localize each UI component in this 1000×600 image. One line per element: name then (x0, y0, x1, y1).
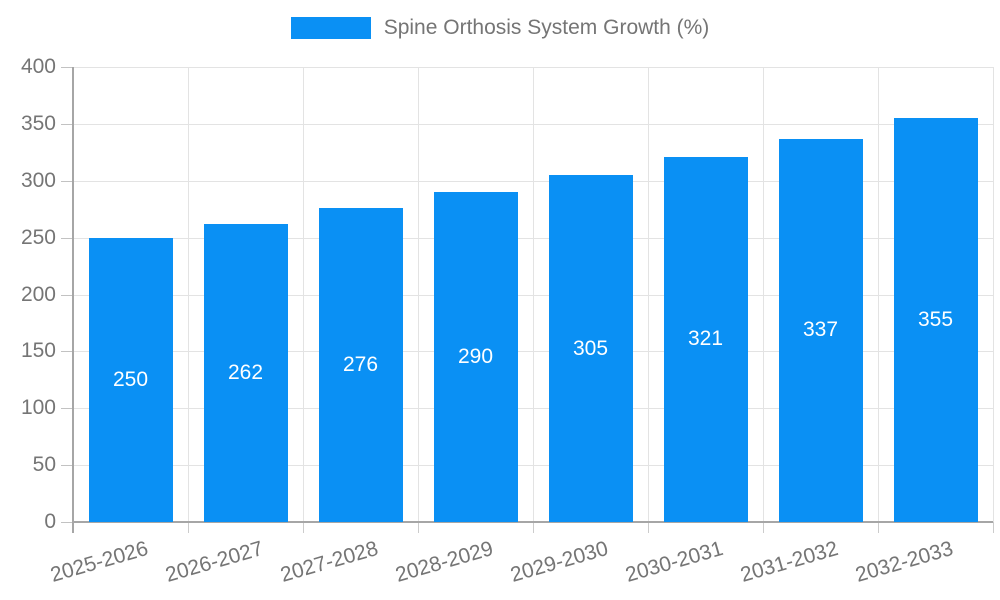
x-axis-tick-label: 2030-2031 (622, 537, 726, 587)
gridline-vertical (648, 67, 649, 522)
bar-2027-2028[interactable] (318, 208, 403, 522)
gridline-vertical (418, 67, 419, 522)
x-axis-tick-label: 2027-2028 (277, 537, 381, 587)
x-axis-tick (763, 522, 764, 533)
y-axis-tick-label: 150 (20, 339, 56, 363)
gridline-vertical (188, 67, 189, 522)
bar-value-label: 276 (342, 353, 379, 377)
bar-value-label: 262 (227, 360, 264, 384)
x-axis-tick (303, 522, 304, 533)
bar-2026-2027[interactable] (203, 223, 288, 522)
bar-2028-2029[interactable] (433, 192, 518, 522)
y-axis-tick-label: 400 (20, 55, 56, 78)
y-axis-tick-label: 250 (20, 225, 56, 249)
bar-value-label: 290 (457, 345, 494, 369)
gridline-vertical (763, 67, 764, 522)
x-axis-tick (418, 522, 419, 533)
y-axis-tick-label: 200 (20, 282, 56, 306)
x-axis-tick-label: 2025-2026 (47, 537, 151, 587)
bar-value-label: 337 (802, 318, 839, 342)
y-axis-tick-label: 350 (20, 111, 56, 135)
y-axis-tick-label: 100 (20, 396, 56, 420)
gridline-vertical (878, 67, 879, 522)
bar-2029-2030[interactable] (548, 175, 633, 522)
y-axis-tick-label: 50 (32, 453, 56, 477)
gridline-vertical (533, 67, 534, 522)
bar-value-label: 250 (112, 367, 149, 391)
y-axis-tick (61, 408, 73, 410)
x-axis-tick (993, 522, 994, 533)
x-axis-tick-label: 2026-2027 (162, 537, 266, 587)
x-axis-tick (648, 522, 649, 533)
y-axis-line (72, 67, 74, 533)
bar-value-label: 321 (687, 327, 724, 351)
legend[interactable]: Spine Orthosis System Growth (%) (0, 16, 1000, 40)
gridline-vertical (303, 67, 304, 522)
bar-2025-2026[interactable] (88, 237, 173, 522)
x-axis-line (73, 521, 993, 523)
x-axis-tick (533, 522, 534, 533)
x-axis-tick (188, 522, 189, 533)
y-axis-tick (61, 294, 73, 296)
legend-label: Spine Orthosis System Growth (%) (383, 16, 710, 39)
x-axis-tick (878, 522, 879, 533)
x-axis-tick-label: 2031-2032 (737, 537, 841, 587)
bar-2032-2033[interactable] (893, 118, 978, 522)
legend-swatch-icon (290, 17, 371, 39)
x-axis-tick-label: 2028-2029 (392, 537, 496, 587)
x-axis-tick-label: 2029-2030 (507, 537, 611, 587)
y-axis-tick (61, 522, 73, 523)
y-axis-tick-label: 0 (44, 510, 56, 533)
y-axis-tick (61, 237, 73, 239)
y-axis-tick (61, 180, 73, 182)
x-axis-tick-label: 2032-2033 (852, 537, 956, 587)
bar-value-label: 305 (572, 336, 609, 360)
bar-2031-2032[interactable] (778, 138, 863, 522)
gridline-vertical (993, 67, 994, 522)
y-axis-tick (61, 123, 73, 125)
y-axis-tick (61, 465, 73, 467)
y-axis-tick (61, 351, 73, 353)
y-axis-tick-label: 300 (20, 168, 56, 192)
bar-value-label: 355 (917, 308, 954, 332)
y-axis-tick (61, 67, 73, 68)
bar-2030-2031[interactable] (663, 156, 748, 522)
